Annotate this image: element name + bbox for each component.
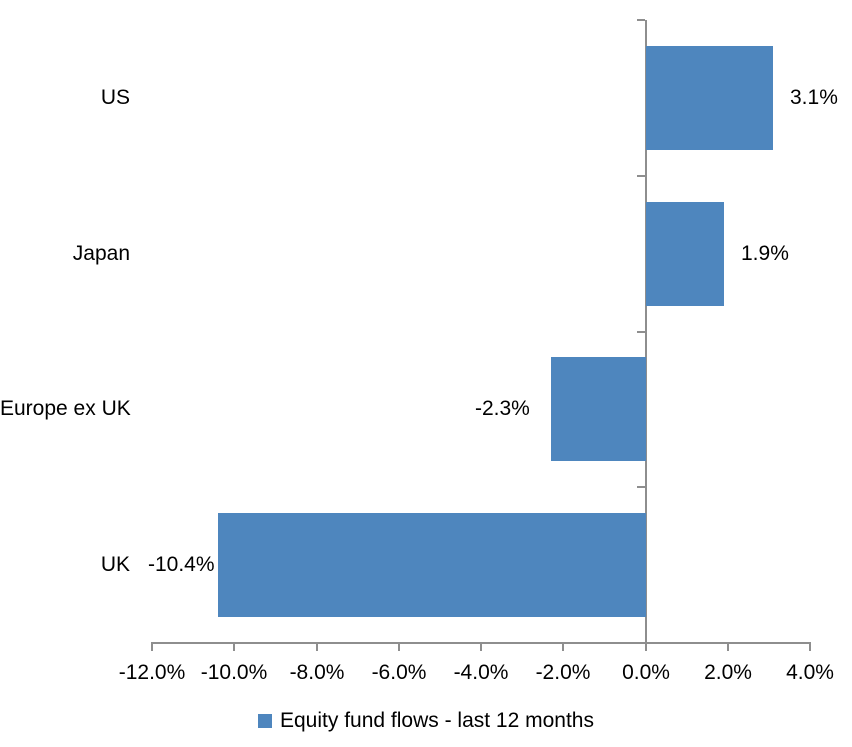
x-axis-tick-label: -6.0%	[371, 661, 427, 684]
y-axis-tick	[637, 331, 645, 333]
bar-us	[646, 46, 773, 150]
category-label-japan: Japan	[72, 242, 130, 265]
x-axis-tick-label: -12.0%	[118, 661, 186, 684]
legend: Equity fund flows - last 12 months	[0, 708, 852, 734]
data-label-us: 3.1%	[790, 86, 838, 109]
data-label-uk: -10.4%	[148, 553, 215, 576]
category-label-us: US	[100, 86, 130, 109]
x-axis-tick	[480, 643, 482, 651]
x-axis-tick-label: -10.0%	[200, 661, 268, 684]
x-axis-tick-label: 4.0%	[786, 661, 834, 684]
x-axis-tick-label: 2.0%	[704, 661, 752, 684]
x-axis-tick	[151, 643, 153, 651]
category-label-europe-ex-uk: Europe ex UK	[0, 397, 131, 420]
y-axis-tick	[637, 486, 645, 488]
x-axis-tick	[233, 643, 235, 651]
y-axis-tick	[637, 19, 645, 21]
x-axis-tick	[645, 643, 647, 651]
y-axis-tick	[637, 175, 645, 177]
zero-axis-line	[645, 20, 647, 644]
x-axis-tick	[809, 643, 811, 651]
x-axis-tick-label: 0.0%	[622, 661, 670, 684]
x-axis-tick	[562, 643, 564, 651]
x-axis-tick-label: -4.0%	[453, 661, 509, 684]
bar-europe-ex-uk	[551, 357, 646, 461]
x-axis-tick	[316, 643, 318, 651]
category-label-uk: UK	[100, 553, 130, 576]
legend-swatch	[258, 714, 272, 728]
data-label-japan: 1.9%	[741, 242, 789, 265]
bar-japan	[646, 202, 724, 306]
legend-label: Equity fund flows - last 12 months	[280, 709, 594, 732]
x-axis-tick	[398, 643, 400, 651]
x-axis-tick	[727, 643, 729, 651]
bar-uk	[218, 513, 646, 617]
x-axis-tick-label: -2.0%	[535, 661, 591, 684]
data-label-europe-ex-uk: -2.3%	[475, 397, 530, 420]
x-axis-tick-label: -8.0%	[289, 661, 345, 684]
